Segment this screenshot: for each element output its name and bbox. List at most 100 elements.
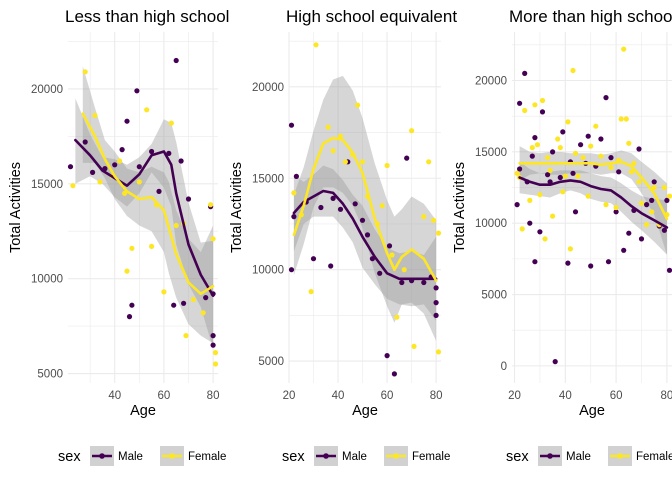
data-point-male (598, 136, 604, 142)
data-point-female (550, 213, 556, 219)
data-point-male (433, 285, 439, 291)
confidence-band-male (519, 161, 667, 255)
data-point-female (519, 226, 525, 232)
data-point-female (542, 236, 548, 242)
data-point-female (325, 124, 331, 130)
panel-title: Less than high school (65, 7, 229, 26)
data-point-female (545, 155, 551, 161)
data-point-female (572, 150, 579, 156)
y-tick-label: 5000 (37, 369, 63, 381)
data-point-female (355, 102, 361, 108)
x-tick-label: 40 (559, 390, 572, 402)
data-point-female (534, 142, 541, 148)
data-point-female (212, 350, 219, 356)
data-point-female (560, 189, 566, 195)
data-point-female (565, 119, 571, 125)
data-point-female (144, 107, 150, 113)
data-point-male (621, 247, 627, 253)
data-point-female (527, 197, 533, 203)
data-point-male (124, 118, 130, 124)
data-point-male (134, 88, 140, 94)
data-point-male (404, 155, 410, 161)
data-point-female (359, 159, 366, 165)
data-point-female (161, 289, 167, 295)
data-point-male (293, 173, 299, 179)
data-point-female (431, 217, 437, 223)
data-point-female (435, 349, 442, 355)
legend-key-point (393, 453, 399, 459)
data-point-female (585, 193, 591, 199)
data-point-female (514, 170, 520, 176)
data-point-female (190, 296, 196, 303)
data-point-male (613, 209, 619, 215)
data-point-male (330, 195, 336, 201)
y-tick-label: 20000 (31, 84, 63, 96)
data-point-female (149, 243, 155, 249)
data-point-male (532, 259, 538, 265)
data-point-male (529, 153, 535, 159)
data-point-female (623, 116, 629, 122)
data-point-female (435, 230, 442, 236)
data-point-male (181, 300, 187, 306)
x-tick-label: 60 (381, 390, 394, 402)
data-point-male (173, 57, 179, 64)
x-axis-title: Age (579, 403, 605, 419)
data-point-male (603, 95, 609, 101)
data-point-male (517, 100, 523, 106)
panel-title: More than high school (509, 7, 672, 26)
data-point-male (585, 133, 591, 139)
legend-key-point (169, 453, 175, 459)
data-point-male (433, 300, 439, 306)
data-point-female (313, 42, 319, 48)
legend-title: sex (282, 449, 305, 465)
data-point-female (529, 145, 535, 151)
panel-title: High school equivalent (286, 7, 457, 26)
data-point-female (342, 159, 348, 165)
smooth-line-female (518, 160, 669, 221)
data-point-female (539, 97, 546, 104)
data-point-male (421, 279, 427, 286)
y-tick-label: 5000 (258, 356, 284, 368)
data-point-male (537, 229, 543, 235)
y-tick-label: 15000 (31, 179, 63, 191)
data-point-male (82, 139, 88, 145)
facet-panel-1: 40 60 80 5000 10000 15000 20000 Less than high … (8, 7, 229, 419)
data-point-male (166, 150, 172, 156)
data-point-female (562, 173, 568, 179)
data-point-male (661, 227, 668, 233)
y-tick-label: 10000 (475, 218, 507, 230)
data-point-male (136, 164, 142, 170)
data-point-female (537, 192, 543, 198)
data-point-male (550, 149, 556, 155)
data-point-female (661, 184, 668, 191)
data-point-male (560, 129, 566, 135)
data-point-female (212, 361, 219, 367)
data-point-female (575, 173, 581, 179)
confidence-band-female (293, 75, 437, 342)
data-point-male (638, 236, 645, 242)
y-axis-title: Total Activities (8, 162, 24, 253)
data-point-male (527, 220, 533, 226)
data-point-male (399, 279, 405, 286)
y-tick-label: 20000 (252, 82, 284, 94)
y-tick-label: 0 (501, 361, 507, 373)
legend-key-point (617, 453, 623, 459)
data-point-female (666, 193, 672, 199)
data-point-female (426, 159, 432, 165)
data-point-female (70, 183, 76, 189)
legend-label-male: Male (566, 451, 591, 463)
data-point-female (409, 128, 415, 134)
legend-label-male: Male (342, 451, 367, 463)
data-point-female (210, 236, 216, 242)
data-point-male (149, 148, 155, 155)
data-point-female (337, 133, 344, 139)
data-point-male (608, 155, 614, 161)
data-point-male (185, 196, 192, 202)
data-point-male (210, 342, 216, 348)
data-point-female (580, 155, 586, 161)
legend-label-female: Female (412, 451, 450, 463)
data-point-male (119, 147, 125, 153)
x-axis-title: Age (130, 403, 156, 419)
data-point-female (638, 200, 645, 206)
x-tick-label: 60 (610, 390, 623, 402)
